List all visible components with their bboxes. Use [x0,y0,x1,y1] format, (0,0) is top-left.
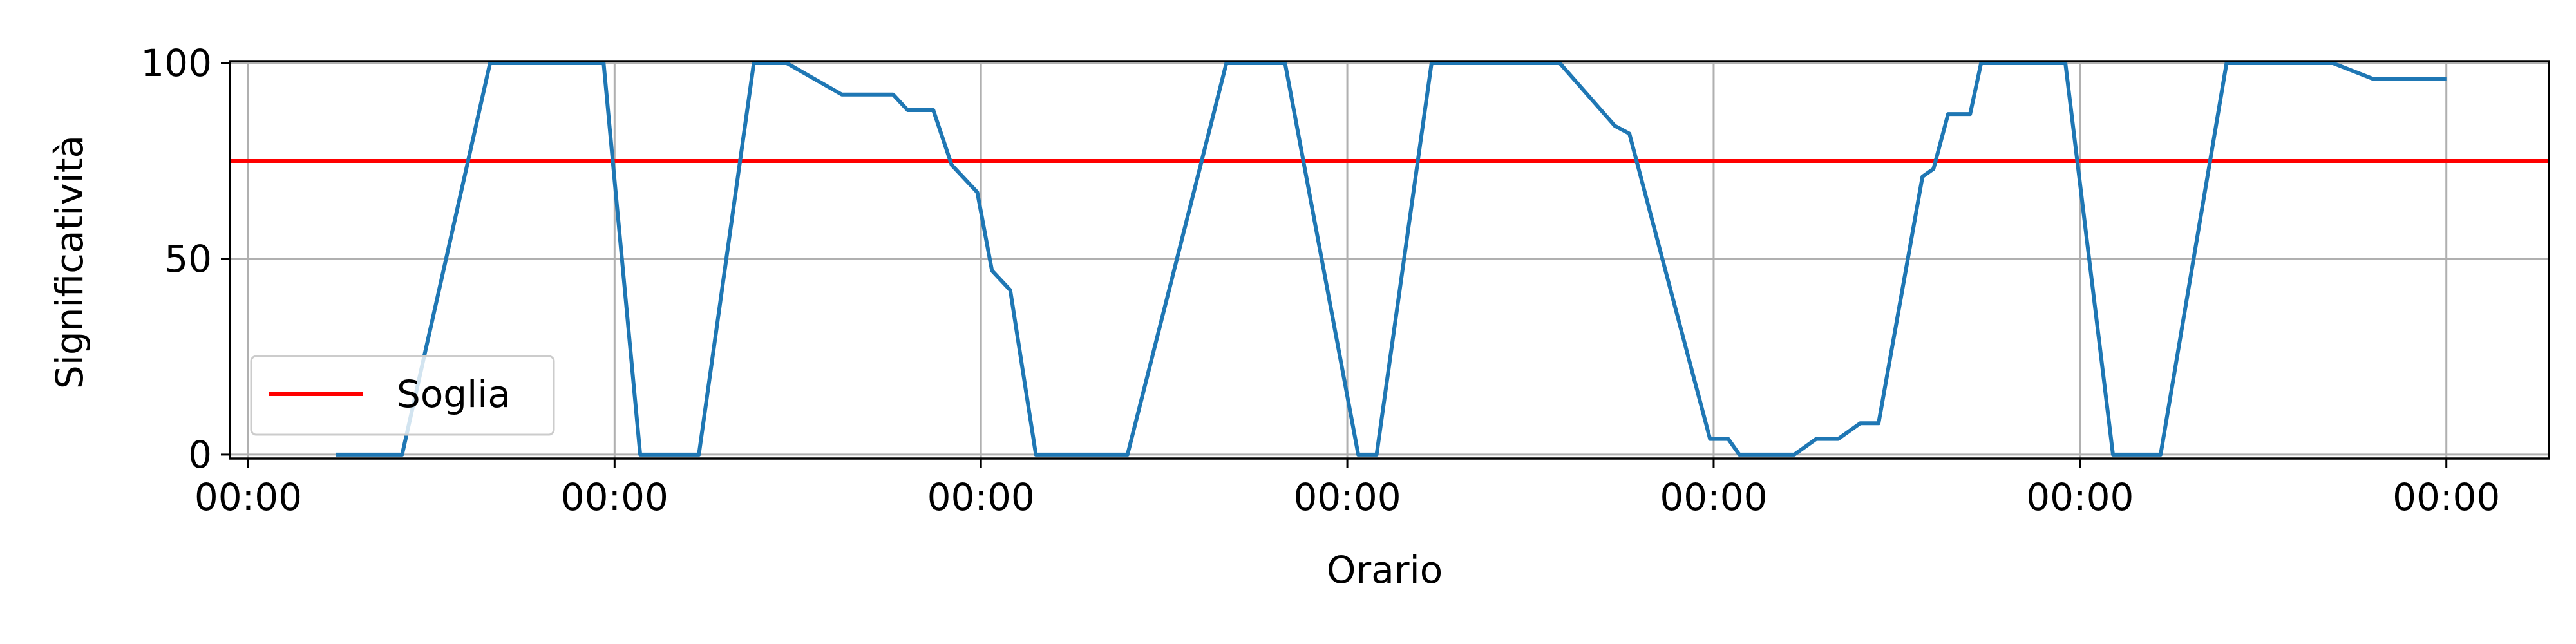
ticks: 00:00 00:00 00:00 00:00 00:00 00:00 00:0005010… [140,41,2500,519]
x-tick-label: 00:00 [561,475,668,519]
x-tick-label: 00:00 [1660,475,1767,519]
y-tick-label: 100 [140,41,212,85]
y-axis-label: Significatività [48,135,91,389]
x-tick-label: 00:00 [194,475,302,519]
plot-frame [229,60,2550,460]
x-axis-label: Orario [1327,548,1443,592]
legend: Soglia [250,355,555,436]
grid [230,61,2549,459]
x-tick-label: 00:00 [2392,475,2500,519]
series-line [336,61,2447,457]
series-layer [230,61,2549,457]
x-tick-label: 00:00 [2026,475,2134,519]
axes [229,60,2550,460]
legend-box [250,355,555,436]
x-tick-label: 00:00 [1294,475,1401,519]
legend-label-soglia: Soglia [397,372,511,416]
y-tick-label: 50 [164,237,212,281]
x-tick-label: 00:00 [927,475,1035,519]
y-tick-label: 0 [188,433,212,477]
